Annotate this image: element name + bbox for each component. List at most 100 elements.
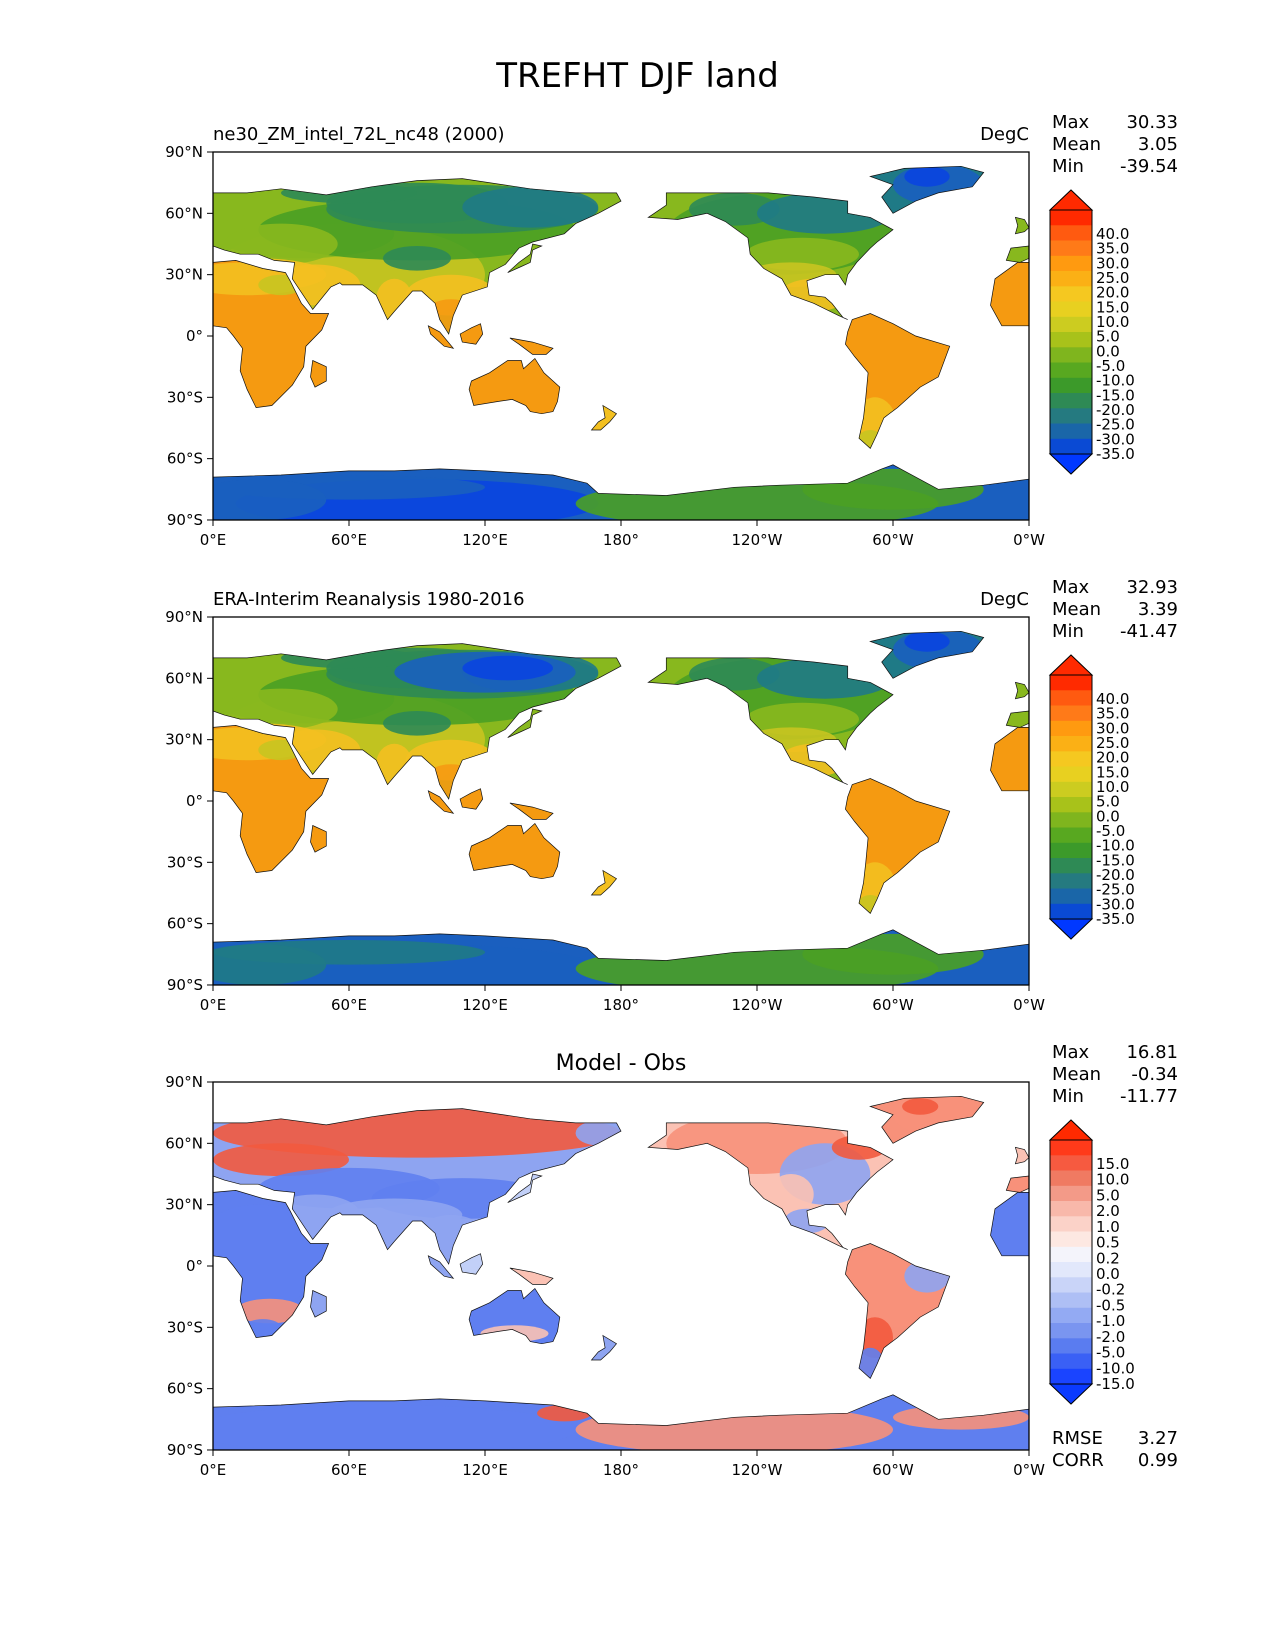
stat-value: -39.54 bbox=[1120, 156, 1178, 177]
colorbar-segment bbox=[1050, 1216, 1092, 1233]
colorbar-tick-label: -5.0 bbox=[1096, 822, 1125, 840]
field-patch bbox=[213, 1405, 576, 1450]
coastline-nz bbox=[590, 1334, 618, 1361]
field-patch bbox=[990, 262, 1029, 326]
lon-tick-label: 60°E bbox=[331, 1461, 367, 1479]
stat-value: 30.33 bbox=[1126, 112, 1178, 133]
colorbar-tick-label: -15.0 bbox=[1096, 386, 1135, 404]
colorbar-tick-label: -10.0 bbox=[1096, 372, 1135, 390]
colorbar-tick-label: 0.5 bbox=[1096, 1234, 1120, 1252]
lat-tick-label: 0° bbox=[186, 327, 203, 345]
stat-label: CORR bbox=[1052, 1450, 1104, 1471]
colorbar-segment bbox=[1050, 332, 1092, 348]
colorbar-segment bbox=[1050, 1155, 1092, 1172]
colorbar-segment bbox=[1050, 316, 1092, 333]
coastline-namerica bbox=[647, 657, 894, 785]
land-region-africa_w bbox=[990, 262, 1029, 326]
colorbar-extend-max bbox=[1048, 189, 1094, 211]
lon-tick-label: 0°E bbox=[200, 1461, 227, 1479]
colorbar-segment bbox=[1050, 1201, 1092, 1217]
stat-label: Min bbox=[1052, 1086, 1084, 1107]
colorbar-segment bbox=[1050, 271, 1092, 287]
coastline-greenland bbox=[869, 165, 985, 214]
colorbar-tick-label: 35.0 bbox=[1096, 240, 1129, 258]
colorbar-segment bbox=[1050, 240, 1092, 257]
colorbar-tick-label: 40.0 bbox=[1096, 225, 1129, 243]
lat-tick-label: 30°N bbox=[165, 266, 203, 284]
coastline-uk bbox=[1014, 216, 1030, 235]
colorbar-segment bbox=[1050, 1231, 1092, 1248]
coastline-borneo bbox=[459, 323, 484, 345]
lon-tick-label: 120°W bbox=[732, 1461, 783, 1479]
coastline-greenland bbox=[869, 630, 985, 679]
colorbar-segment bbox=[1050, 705, 1092, 722]
field-patch bbox=[768, 1174, 814, 1215]
stats-block: Max 30.33 Mean 3.05 Min -39.54 bbox=[1052, 112, 1178, 177]
map-panel-3: 90°N 60°N 30°N 0° 30°S 60°S 90°S 0°E 60°E 120°E 18… bbox=[165, 1051, 1045, 1479]
coastline-antarctica bbox=[212, 929, 1030, 986]
map-panel-2: 90°N 60°N 30°N 0° 30°S 60°S 90°S 0°E 60°E 120°E 18… bbox=[165, 589, 1045, 1014]
coastline-japan bbox=[507, 708, 543, 738]
colorbar-tick-label: -15.0 bbox=[1096, 851, 1135, 869]
coastline-samerica bbox=[845, 313, 951, 449]
colorbar-tick-label: -1.0 bbox=[1096, 1312, 1125, 1330]
colorbar-tick-label: -0.5 bbox=[1096, 1296, 1125, 1314]
lon-tick-label: 120°E bbox=[462, 996, 508, 1014]
colorbar-tick-label: -35.0 bbox=[1096, 910, 1135, 928]
colorbar-tick-label: 0.0 bbox=[1096, 1265, 1120, 1283]
stat-value: 3.27 bbox=[1138, 1428, 1178, 1449]
colorbar-segment bbox=[1050, 1170, 1092, 1187]
lat-tick-label: 60°S bbox=[167, 450, 203, 468]
lat-tick-label: 60°S bbox=[167, 915, 203, 933]
colorbar-extend-max bbox=[1048, 1119, 1094, 1141]
field-patch bbox=[904, 166, 950, 187]
lat-tick-label: 90°N bbox=[165, 143, 203, 161]
stats-block: Max 32.93 Mean 3.39 Min -41.47 bbox=[1052, 577, 1178, 642]
stat-label: Min bbox=[1052, 621, 1084, 642]
stat-value: 3.05 bbox=[1138, 134, 1178, 155]
colorbar-segment bbox=[1050, 797, 1092, 813]
colorbar-segment bbox=[1050, 751, 1092, 768]
field-patch bbox=[213, 944, 327, 985]
colorbar-segment bbox=[1050, 286, 1092, 303]
lon-tick-label: 180° bbox=[603, 531, 639, 549]
colorbar-segment bbox=[1050, 301, 1092, 318]
colorbar-tick-label: -20.0 bbox=[1096, 401, 1135, 419]
colorbar-frame bbox=[1049, 1139, 1093, 1385]
colorbar: 40.035.030.025.020.015.010.05.00.0-5.0-1… bbox=[1048, 189, 1135, 475]
lon-tick-label: 0°W bbox=[1013, 996, 1045, 1014]
colorbar-tick-label: 5.0 bbox=[1096, 328, 1120, 346]
colorbar-tick-label: -5.0 bbox=[1096, 1344, 1125, 1362]
colorbar-tick-label: -30.0 bbox=[1096, 895, 1135, 913]
colorbar-segment bbox=[1050, 347, 1092, 364]
colorbar-segment bbox=[1050, 873, 1092, 890]
lon-tick-label: 60°W bbox=[872, 531, 914, 549]
colorbar-tick-label: -10.0 bbox=[1096, 837, 1135, 855]
colorbar-tick-label: 30.0 bbox=[1096, 254, 1129, 272]
coastline-australia bbox=[468, 1287, 561, 1345]
colorbar-tick-label: 35.0 bbox=[1096, 705, 1129, 723]
colorbar-segment bbox=[1050, 1307, 1092, 1324]
stat-label: RMSE bbox=[1052, 1428, 1103, 1449]
coastline-sumatra bbox=[427, 1255, 455, 1279]
colorbar-tick-label: 0.0 bbox=[1096, 342, 1120, 360]
coastline-japan bbox=[507, 243, 543, 273]
coastline-australia bbox=[468, 822, 561, 880]
colorbar-tick-label: 10.0 bbox=[1096, 778, 1129, 796]
coastline-namerica bbox=[647, 192, 894, 320]
coastline-madagascar bbox=[310, 1289, 327, 1318]
lon-tick-label: 60°W bbox=[872, 1461, 914, 1479]
colorbar-segment bbox=[1050, 812, 1092, 829]
lon-tick-label: 0°E bbox=[200, 996, 227, 1014]
colorbar-tick-label: 30.0 bbox=[1096, 719, 1129, 737]
coastline-africa bbox=[212, 725, 330, 873]
land-region-greenland bbox=[870, 1096, 984, 1144]
lon-tick-label: 0°W bbox=[1013, 1461, 1045, 1479]
colorbar-tick-label: -35.0 bbox=[1096, 445, 1135, 463]
figure-title: TREFHT DJF land bbox=[496, 56, 779, 96]
lat-tick-label: 90°S bbox=[167, 511, 203, 529]
stat-value: -11.77 bbox=[1120, 1086, 1178, 1107]
colorbar-tick-label: 25.0 bbox=[1096, 734, 1129, 752]
coastline-newguinea bbox=[509, 802, 554, 820]
